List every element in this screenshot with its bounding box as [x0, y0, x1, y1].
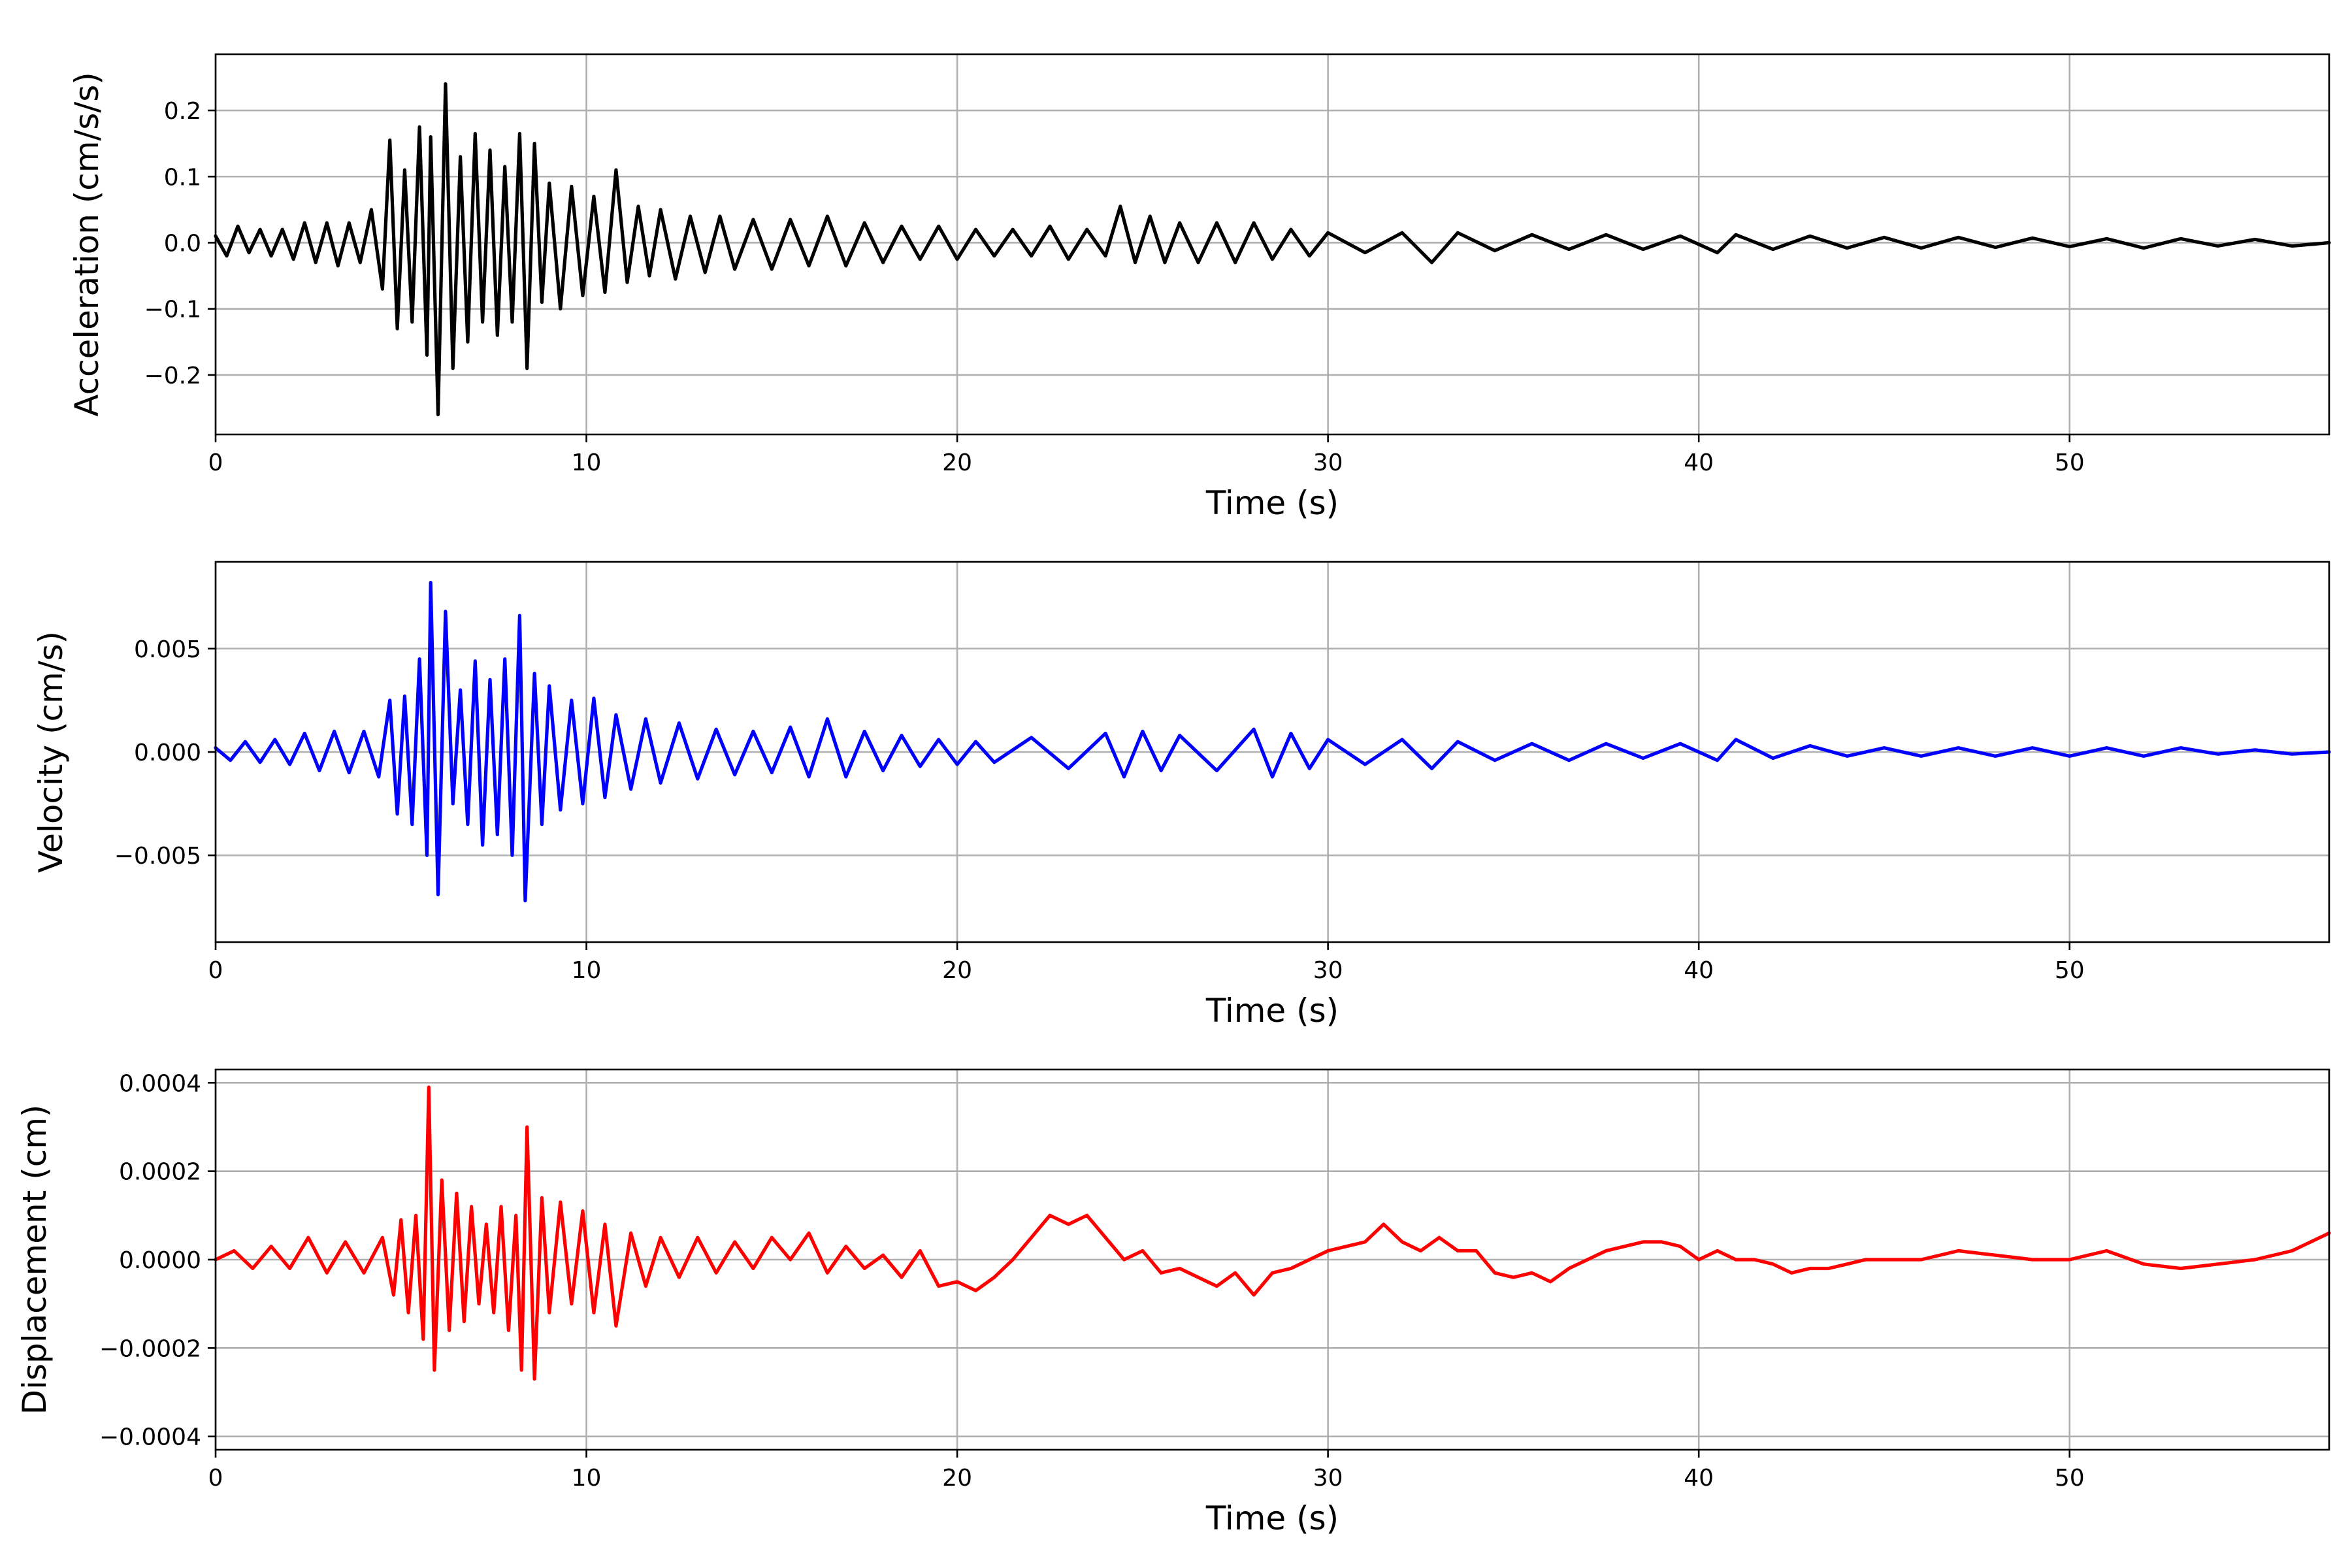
- velocity-panel: 0 10 20 30 40 50 −0.005 0.000 0.005 Time (s) Veloc…: [32, 561, 2331, 1030]
- acceleration-y-tick-label: 0.1: [164, 164, 201, 191]
- chart-panels: 0 10 20 30 40 50 −0.2 −0.1 0.0 0.1 0.2 Time (s) Acce…: [16, 53, 2331, 1537]
- velocity-series-line: [214, 580, 2331, 903]
- acceleration-panel: 0 10 20 30 40 50 −0.2 −0.1 0.0 0.1 0.2 Time (s) Acce…: [68, 53, 2331, 522]
- velocity-x-tick-label: 20: [942, 957, 972, 984]
- acceleration-x-tick-label: 30: [1313, 449, 1343, 476]
- acceleration-x-tick-label: 20: [942, 449, 972, 476]
- velocity-x-tick-label: 40: [1684, 957, 1714, 984]
- displacement-y-tick-label: −0.0002: [99, 1335, 201, 1362]
- displacement-x-tick-label: 50: [2055, 1465, 2085, 1492]
- displacement-y-tick-label: 0.0004: [119, 1070, 201, 1097]
- displacement-series-line: [214, 1085, 2331, 1381]
- velocity-x-tick-label: 10: [572, 957, 602, 984]
- displacement-y-tick-label: −0.0004: [99, 1424, 201, 1451]
- displacement-x-tick-label: 20: [942, 1465, 972, 1492]
- displacement-x-tick-label: 40: [1684, 1465, 1714, 1492]
- velocity-x-tick-label: 0: [208, 957, 223, 984]
- acceleration-x-tick-label: 0: [208, 449, 223, 476]
- displacement-x-axis-label: Time (s): [1205, 1499, 1339, 1537]
- acceleration-series-line: [214, 82, 2331, 417]
- acceleration-x-axis-label: Time (s): [1205, 484, 1339, 522]
- displacement-y-axis-label: Displacement (cm): [16, 1105, 54, 1415]
- velocity-y-tick-label: −0.005: [114, 843, 201, 870]
- acceleration-x-tick-label: 40: [1684, 449, 1714, 476]
- acceleration-y-tick-label: −0.2: [144, 363, 201, 389]
- acceleration-y-tick-label: −0.1: [144, 297, 201, 323]
- acceleration-x-tick-label: 50: [2055, 449, 2085, 476]
- displacement-x-tick-label: 10: [572, 1465, 602, 1492]
- velocity-y-tick-label: 0.000: [134, 740, 201, 766]
- acceleration-y-tick-label: 0.2: [164, 98, 201, 125]
- velocity-x-tick-label: 50: [2055, 957, 2085, 984]
- displacement-panel: 0 10 20 30 40 50 −0.0004 −0.0002 0.0000 0.0002 0.0…: [16, 1068, 2331, 1537]
- velocity-y-tick-label: 0.005: [134, 636, 201, 663]
- acceleration-plot-frame: [214, 53, 2330, 436]
- velocity-y-axis-label: Velocity (cm/s): [32, 631, 70, 873]
- acceleration-y-tick-label: 0.0: [164, 230, 201, 257]
- displacement-y-tick-label: 0.0002: [119, 1159, 201, 1186]
- displacement-y-tick-label: 0.0000: [119, 1247, 201, 1274]
- velocity-x-tick-label: 30: [1313, 957, 1343, 984]
- acceleration-y-axis-label: Acceleration (cm/s/s): [68, 72, 106, 417]
- velocity-x-axis-label: Time (s): [1205, 992, 1339, 1030]
- displacement-x-tick-label: 30: [1313, 1465, 1343, 1492]
- displacement-x-tick-label: 0: [208, 1465, 223, 1492]
- acceleration-x-tick-label: 10: [572, 449, 602, 476]
